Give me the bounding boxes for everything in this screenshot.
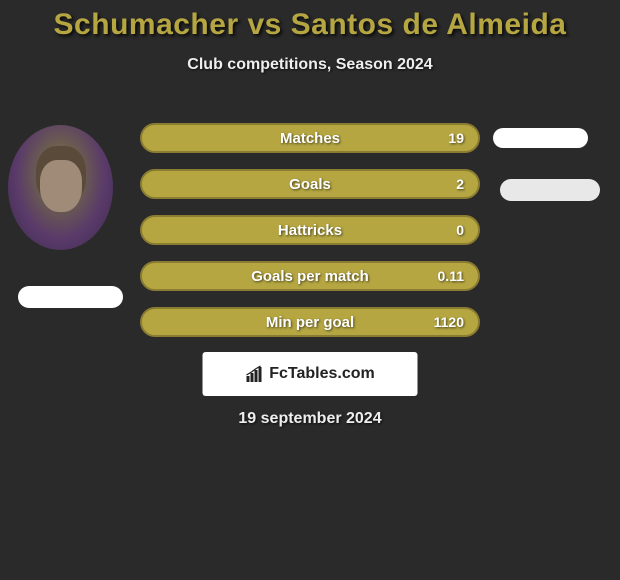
bars-chart-icon <box>245 365 265 383</box>
stat-value: 19 <box>448 130 464 146</box>
stat-value: 0 <box>456 222 464 238</box>
page-title: Schumacher vs Santos de Almeida <box>0 0 620 42</box>
stat-bar-min-per-goal: Min per goal 1120 <box>140 307 480 337</box>
branding-badge: FcTables.com <box>203 352 418 396</box>
comparison-card: Schumacher vs Santos de Almeida Club com… <box>0 0 620 580</box>
player-right-pill-1 <box>493 128 588 148</box>
stat-label: Goals <box>289 176 331 193</box>
stat-value: 1120 <box>434 314 464 330</box>
player-left-name-pill <box>18 286 123 308</box>
player-left-avatar <box>8 125 113 250</box>
stat-bar-goals-per-match: Goals per match 0.11 <box>140 261 480 291</box>
stat-value: 2 <box>456 176 464 192</box>
stat-value: 0.11 <box>438 268 464 284</box>
stat-label: Min per goal <box>266 314 354 331</box>
stat-label: Goals per match <box>251 268 369 285</box>
stats-bars: Matches 19 Goals 2 Hattricks 0 Goals per… <box>140 123 480 353</box>
player-right-pill-2 <box>500 179 600 201</box>
branding-text: FcTables.com <box>269 365 375 383</box>
stat-bar-goals: Goals 2 <box>140 169 480 199</box>
footer-date: 19 september 2024 <box>238 410 381 428</box>
stat-label: Hattricks <box>278 222 342 239</box>
stat-label: Matches <box>280 130 340 147</box>
page-subtitle: Club competitions, Season 2024 <box>0 56 620 74</box>
stat-bar-hattricks: Hattricks 0 <box>140 215 480 245</box>
stat-bar-matches: Matches 19 <box>140 123 480 153</box>
